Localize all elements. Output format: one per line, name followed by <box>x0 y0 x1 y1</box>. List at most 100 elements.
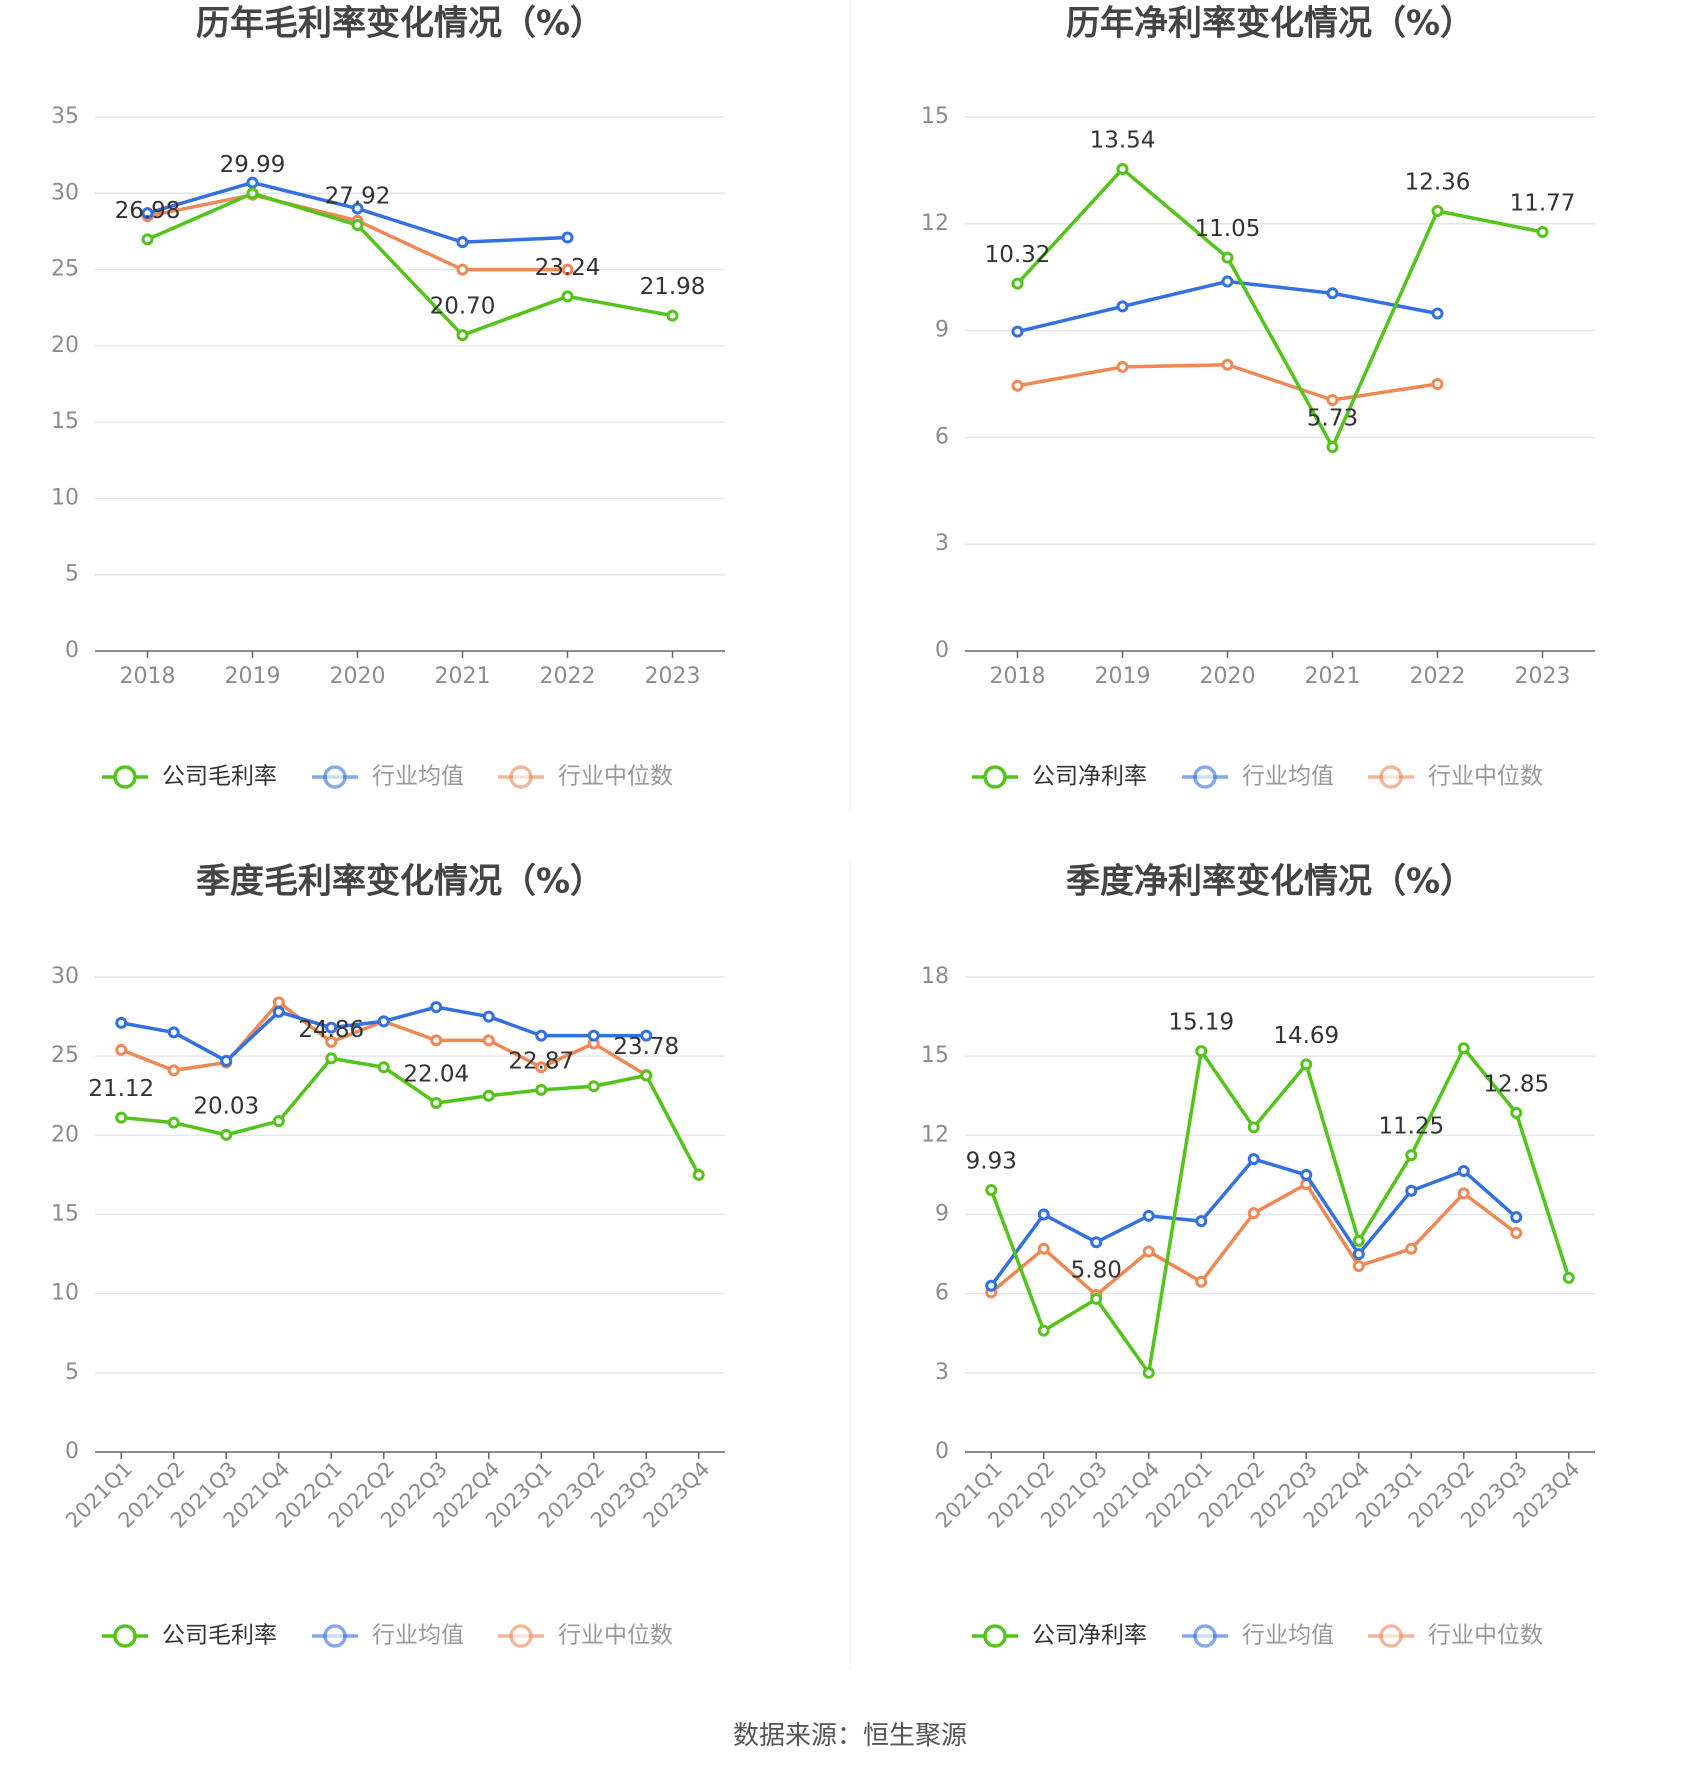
data-point <box>351 202 364 215</box>
chart-title: 季度净利率变化情况（%） <box>1066 862 1474 902</box>
y-tick-label: 0 <box>935 1439 949 1464</box>
data-point <box>1221 251 1234 264</box>
y-tick-label: 6 <box>935 1281 949 1306</box>
data-label: 22.04 <box>403 1062 469 1088</box>
data-point <box>587 1029 600 1042</box>
y-tick-label: 15 <box>921 104 949 129</box>
y-tick-label: 5 <box>65 1360 79 1385</box>
series-company <box>1011 162 1549 454</box>
data-point <box>985 1279 998 1292</box>
series-industry-median <box>1011 358 1444 407</box>
data-point <box>1405 1184 1418 1197</box>
legend-swatch-marker <box>509 1624 533 1648</box>
chart-panel-2: 历年净利率变化情况（%） 0 3 6 9 12 15 2018 2019 2020 2021 2022… <box>921 4 1595 790</box>
data-point <box>351 219 364 232</box>
data-point <box>482 1010 495 1023</box>
data-point <box>1457 1187 1470 1200</box>
legend-label: 行业中位数 <box>558 1623 673 1649</box>
data-point <box>1457 1164 1470 1177</box>
legend-swatch-marker <box>983 765 1007 789</box>
data-point <box>640 1029 653 1042</box>
x-tick-label: 2018 <box>120 664 176 689</box>
data-label: 23.24 <box>535 255 601 281</box>
data-point <box>1195 1045 1208 1058</box>
legend-swatch-marker <box>323 765 347 789</box>
data-point <box>1011 325 1024 338</box>
data-point <box>1247 1153 1260 1166</box>
data-label: 10.32 <box>985 242 1051 268</box>
data-label: 13.54 <box>1090 127 1156 153</box>
data-point <box>430 1097 443 1110</box>
data-point <box>167 1116 180 1129</box>
y-tick-label: 15 <box>51 409 79 434</box>
data-point <box>1326 394 1339 407</box>
y-tick-label: 0 <box>65 1439 79 1464</box>
legend: 公司毛利率 行业均值 行业中位数 <box>102 1623 673 1649</box>
y-tick-label: 3 <box>935 1360 949 1385</box>
legend-item: 行业中位数 <box>1368 1623 1543 1649</box>
data-point <box>272 996 285 1009</box>
data-label: 20.03 <box>193 1093 259 1119</box>
series-industry-avg <box>1011 275 1444 338</box>
data-point <box>272 1115 285 1128</box>
data-point <box>587 1080 600 1093</box>
data-point <box>985 1183 998 1196</box>
legend-item: 行业中位数 <box>498 1623 673 1649</box>
data-point <box>167 1064 180 1077</box>
data-point <box>115 1016 128 1029</box>
x-tick-label: 2019 <box>1095 664 1151 689</box>
series-industry-avg <box>115 1001 653 1067</box>
legend-item: 行业均值 <box>1182 1623 1334 1649</box>
x-tick-label: 2019 <box>225 664 281 689</box>
legend-item: 行业均值 <box>312 764 464 790</box>
y-tick-label: 9 <box>935 318 949 343</box>
legend-item: 公司净利率 <box>972 1623 1147 1649</box>
data-point <box>325 1052 338 1065</box>
data-label: 12.85 <box>1483 1071 1549 1097</box>
data-point <box>377 1061 390 1074</box>
data-label: 23.78 <box>613 1034 679 1060</box>
data-point <box>1116 162 1129 175</box>
series-company <box>985 1042 1575 1379</box>
y-tick-label: 0 <box>935 638 949 663</box>
data-point <box>1431 204 1444 217</box>
data-point <box>141 207 154 220</box>
data-label: 24.86 <box>298 1017 364 1043</box>
x-tick-label: 2023 <box>1515 664 1571 689</box>
y-tick-label: 10 <box>51 1281 79 1306</box>
legend-label: 行业中位数 <box>558 764 673 790</box>
data-point <box>272 1005 285 1018</box>
series-company <box>141 187 679 342</box>
legend-label: 公司毛利率 <box>162 1623 277 1649</box>
data-label: 22.87 <box>508 1048 574 1074</box>
legend-item: 行业中位数 <box>498 764 673 790</box>
data-point <box>1536 225 1549 238</box>
data-point <box>1405 1149 1418 1162</box>
legend-label: 行业中位数 <box>1428 764 1543 790</box>
data-point <box>115 1111 128 1124</box>
legend-label: 公司净利率 <box>1032 764 1147 790</box>
legend-swatch-marker <box>983 1624 1007 1648</box>
series-line <box>146 191 673 337</box>
chart-panel-3: 季度毛利率变化情况（%）0510152025302021Q12021Q22021… <box>51 862 725 1649</box>
data-source-note: 数据来源：恒生聚源 <box>732 1721 967 1751</box>
chart-title: 历年净利率变化情况（%） <box>1066 4 1474 44</box>
data-label: 5.73 <box>1307 406 1358 432</box>
data-point <box>1300 1058 1313 1071</box>
legend: 公司净利率 行业均值 行业中位数 <box>972 764 1543 790</box>
legend-swatch-marker <box>1379 1624 1403 1648</box>
data-label: 12.36 <box>1405 169 1471 195</box>
data-point <box>1352 1248 1365 1261</box>
data-point <box>456 263 469 276</box>
data-point <box>1431 307 1444 320</box>
data-point <box>535 1083 548 1096</box>
data-point <box>1037 1324 1050 1337</box>
x-tick-label: 2022 <box>540 664 596 689</box>
data-point <box>1510 1106 1523 1119</box>
data-label: 11.25 <box>1378 1114 1444 1140</box>
data-point <box>1326 287 1339 300</box>
data-point <box>246 176 259 189</box>
data-point <box>220 1128 233 1141</box>
data-point <box>1011 277 1024 290</box>
data-point <box>1037 1208 1050 1221</box>
